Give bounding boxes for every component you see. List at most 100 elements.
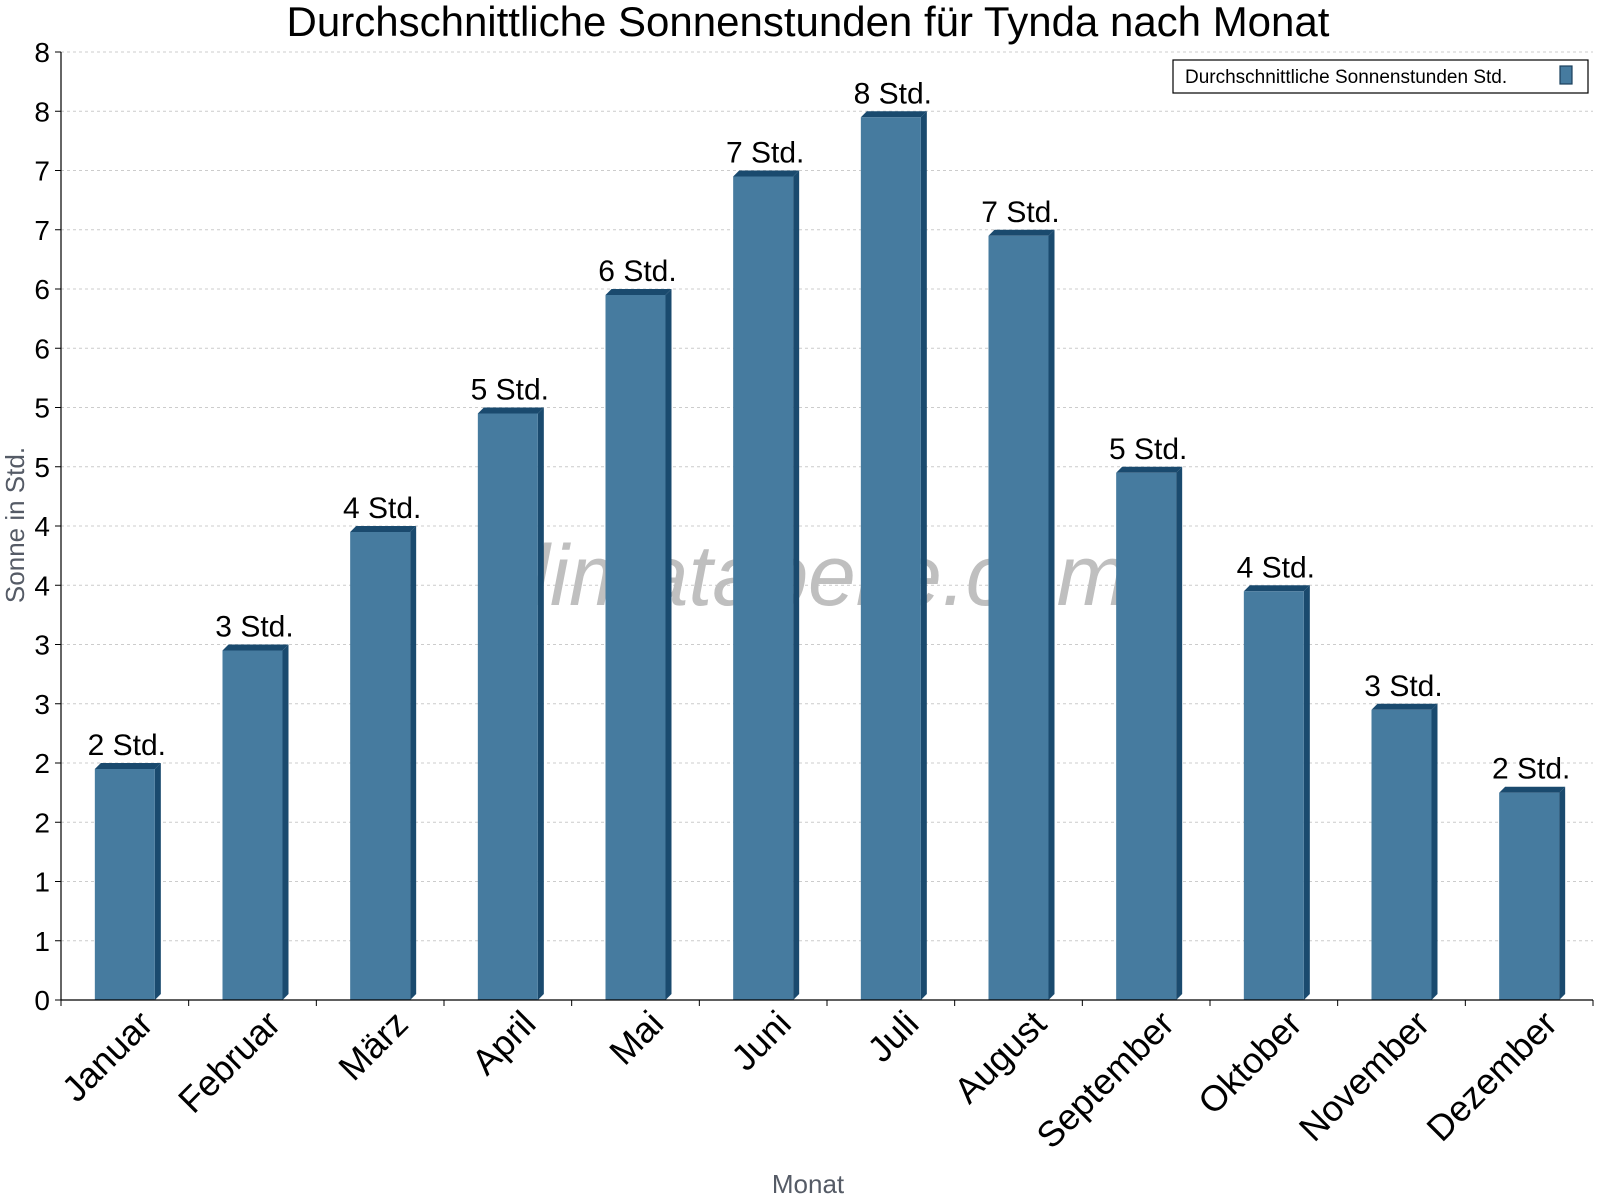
y-axis-label: Sonne in Std. bbox=[0, 447, 30, 603]
bar-side bbox=[154, 763, 161, 1000]
bar-top bbox=[222, 644, 289, 651]
x-tick-label: Oktober bbox=[1190, 1003, 1310, 1123]
bar bbox=[860, 117, 921, 1000]
bar-side bbox=[1431, 703, 1438, 1000]
bar-top bbox=[1371, 703, 1438, 710]
bar bbox=[222, 650, 283, 1000]
bar bbox=[1371, 709, 1432, 1000]
bar-top bbox=[733, 170, 800, 177]
y-tick-label: 0 bbox=[34, 985, 50, 1016]
bar-group: 6 Std. bbox=[598, 255, 677, 1000]
bar bbox=[988, 235, 1049, 1000]
bar-side bbox=[1048, 229, 1055, 1000]
bar-side bbox=[793, 170, 800, 1000]
bar-value-label: 7 Std. bbox=[726, 137, 804, 170]
legend-swatch bbox=[1559, 65, 1573, 85]
bar-side bbox=[1559, 786, 1566, 1000]
bar-top bbox=[1499, 786, 1566, 793]
bar-side bbox=[920, 111, 927, 1000]
x-tick-label: Mai bbox=[601, 1003, 671, 1073]
x-tick-label: Juli bbox=[859, 1003, 926, 1070]
x-tick-label: Januar bbox=[54, 1003, 161, 1110]
bar-group: 4 Std. bbox=[1237, 551, 1315, 1000]
x-tick-label: Februar bbox=[170, 1003, 288, 1121]
bar-group: 3 Std. bbox=[215, 611, 294, 1000]
bar-group: 3 Std. bbox=[1364, 670, 1443, 1000]
bar-side bbox=[665, 289, 672, 1000]
bar-value-label: 5 Std. bbox=[1109, 433, 1187, 466]
bar-top bbox=[1116, 466, 1183, 473]
legend-box bbox=[1172, 59, 1589, 94]
bar-value-label: 8 Std. bbox=[854, 77, 932, 110]
bar-group: 5 Std. bbox=[1109, 433, 1187, 1000]
y-tick-label: 7 bbox=[34, 156, 50, 187]
x-tick-label: Juni bbox=[723, 1003, 799, 1079]
bar-group: 8 Std. bbox=[854, 77, 932, 1000]
y-tick-label: 5 bbox=[34, 393, 50, 424]
bar bbox=[605, 295, 666, 1000]
bar-value-label: 3 Std. bbox=[215, 611, 293, 644]
bar-top bbox=[1243, 585, 1310, 592]
bar-value-label: 6 Std. bbox=[598, 255, 676, 288]
bar-layer: 2 Std. 3 Std. 4 Std. 5 Std. 6 Std. 7 Std. 8 St… bbox=[88, 77, 1570, 1000]
bar-top bbox=[350, 526, 417, 532]
y-tick-label: 6 bbox=[34, 274, 50, 305]
legend: Durchschnittliche Sonnenstunden Std. bbox=[1172, 59, 1589, 94]
x-tick-label: September bbox=[1028, 1003, 1182, 1157]
bar-side bbox=[410, 526, 417, 1000]
bar-top bbox=[605, 289, 672, 295]
x-tick-label: April bbox=[464, 1003, 544, 1083]
y-tick-label: 5 bbox=[34, 452, 50, 483]
y-tick-label: 1 bbox=[34, 926, 50, 957]
bar-top bbox=[94, 763, 161, 769]
bar bbox=[350, 532, 411, 1000]
y-tick-label: 3 bbox=[34, 689, 50, 720]
legend-label: Durchschnittliche Sonnenstunden Std. bbox=[1185, 67, 1507, 88]
x-tick-label: November bbox=[1291, 1003, 1437, 1149]
bar-group: 5 Std. bbox=[471, 374, 549, 1000]
chart-title: Durchschnittliche Sonnenstunden für Tynd… bbox=[287, 0, 1330, 45]
bar-top bbox=[860, 111, 927, 118]
bar-group: 7 Std. bbox=[726, 137, 804, 1000]
y-tick-label: 8 bbox=[34, 37, 50, 68]
bar-value-label: 2 Std. bbox=[88, 729, 166, 762]
y-tick-label: 6 bbox=[34, 333, 50, 364]
bar bbox=[1243, 591, 1304, 1000]
bar bbox=[1499, 792, 1560, 1000]
bar bbox=[733, 176, 794, 1000]
bar bbox=[477, 413, 538, 1000]
y-tick-label: 4 bbox=[34, 511, 50, 542]
y-tick-label: 2 bbox=[34, 807, 50, 838]
bar-side bbox=[282, 644, 289, 1000]
bar-value-label: 4 Std. bbox=[1237, 551, 1315, 584]
bar bbox=[94, 769, 155, 1000]
y-tick-label: 1 bbox=[34, 867, 50, 898]
y-tick-label: 7 bbox=[34, 215, 50, 246]
y-tick-label: 8 bbox=[34, 96, 50, 127]
y-tick-label: 4 bbox=[34, 570, 50, 601]
bar-side bbox=[1303, 585, 1310, 1000]
bar-group: 7 Std. bbox=[981, 196, 1060, 1000]
x-tick-label: August bbox=[946, 1003, 1054, 1111]
x-tick-label: Dezember bbox=[1418, 1003, 1564, 1149]
bar bbox=[1116, 472, 1177, 1000]
bar-side bbox=[537, 407, 544, 1000]
bar-top bbox=[988, 229, 1055, 236]
bar-side bbox=[1176, 466, 1183, 1000]
x-tick-label: März bbox=[330, 1003, 416, 1089]
bar-group: 2 Std. bbox=[1492, 753, 1570, 1000]
y-tick-label: 3 bbox=[34, 630, 50, 661]
bar-value-label: 7 Std. bbox=[981, 196, 1059, 229]
bar-value-label: 3 Std. bbox=[1364, 670, 1442, 703]
bar-value-label: 5 Std. bbox=[471, 374, 549, 407]
x-axis-label: Monat bbox=[772, 1169, 845, 1199]
bar-top bbox=[477, 407, 544, 414]
bar-group: 4 Std. bbox=[343, 492, 421, 1000]
bar-group: 2 Std. bbox=[88, 729, 166, 1000]
grid-layer bbox=[61, 51, 1593, 942]
bar-value-label: 4 Std. bbox=[343, 492, 421, 525]
y-tick-label: 2 bbox=[34, 748, 50, 779]
bar-value-label: 2 Std. bbox=[1492, 753, 1570, 786]
